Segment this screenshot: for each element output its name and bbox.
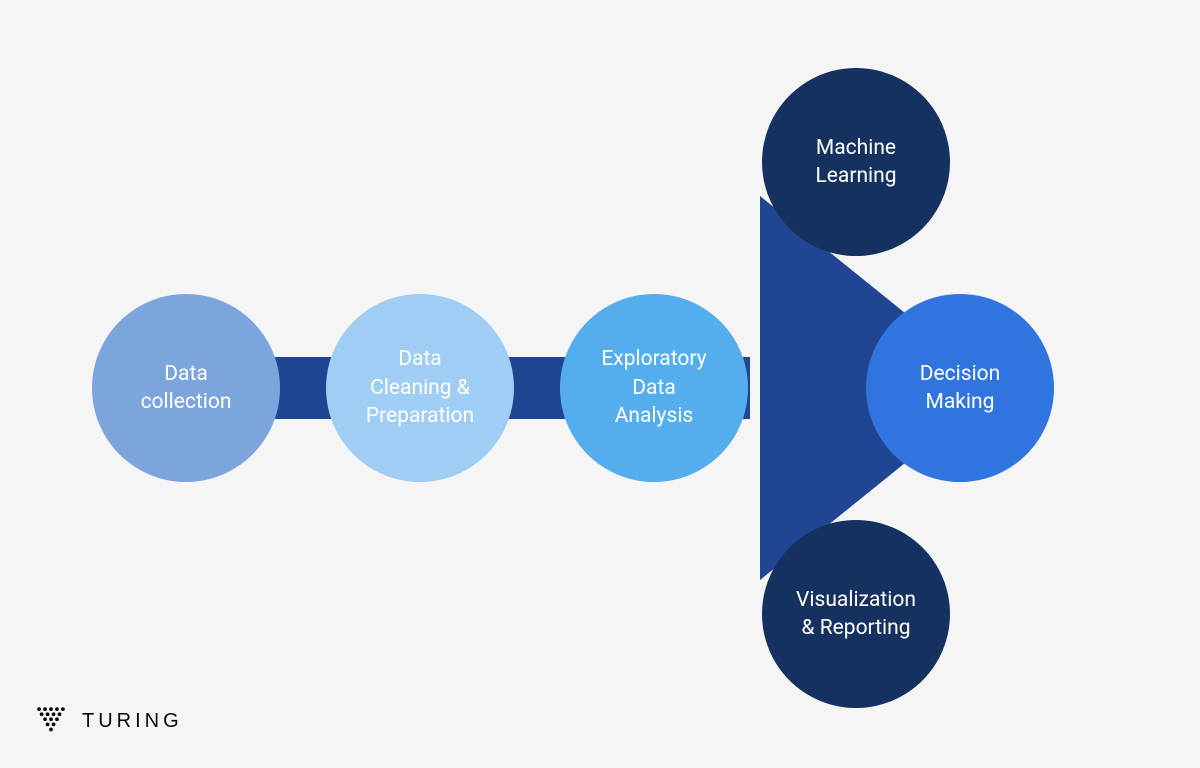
node-viz-reporting: Visualization& Reporting bbox=[762, 520, 950, 708]
node-label: DataCleaning &Preparation bbox=[366, 345, 474, 430]
node-data-cleaning: DataCleaning &Preparation bbox=[326, 294, 514, 482]
node-eda: ExploratoryDataAnalysis bbox=[560, 294, 748, 482]
turing-logo-icon bbox=[34, 704, 68, 738]
node-label: DecisionMaking bbox=[920, 360, 1001, 417]
node-label: MachineLearning bbox=[815, 134, 896, 191]
node-machine-learning: MachineLearning bbox=[762, 68, 950, 256]
node-label: ExploratoryDataAnalysis bbox=[601, 345, 706, 430]
node-label: Datacollection bbox=[141, 360, 232, 417]
node-data-collection: Datacollection bbox=[92, 294, 280, 482]
node-decision-making: DecisionMaking bbox=[866, 294, 1054, 482]
diagram-stage: Datacollection DataCleaning &Preparation E… bbox=[0, 0, 1200, 768]
brand-logo: TURING bbox=[34, 704, 183, 738]
node-label: Visualization& Reporting bbox=[796, 586, 916, 643]
brand-name: TURING bbox=[82, 710, 183, 733]
